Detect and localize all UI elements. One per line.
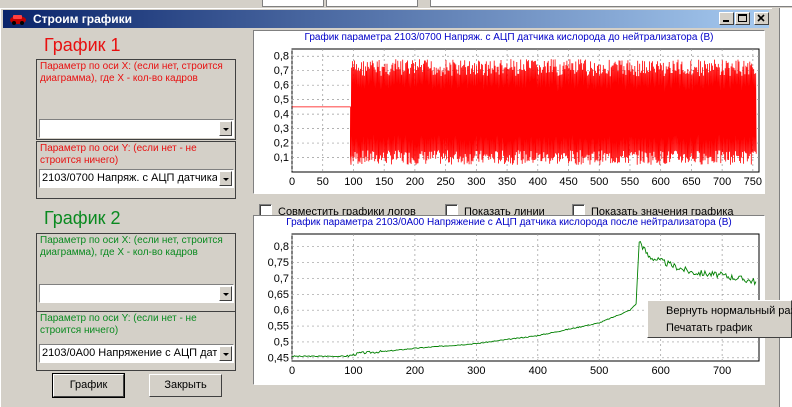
close-button[interactable]: Закрыть <box>149 374 222 397</box>
background-toolbar-strip <box>0 0 792 8</box>
x-tick-label: 700 <box>713 365 731 377</box>
background-scrollbar <box>773 8 780 407</box>
chart2-title: График параметра 2103/0A00 Напряжение с … <box>286 217 732 228</box>
build-graph-button[interactable]: График <box>52 373 125 398</box>
y-tick-label: 0,5 <box>274 336 289 348</box>
x-tick-label: 300 <box>467 176 485 188</box>
x-tick-label: 100 <box>344 176 362 188</box>
chevron-down-icon[interactable] <box>219 121 232 136</box>
y-tick-label: 0,45 <box>268 352 289 364</box>
chevron-down-icon[interactable] <box>219 286 232 301</box>
graph2-y-param-label: Параметр по оси Y: (если нет - не строит… <box>40 313 197 336</box>
app-car-icon <box>10 15 26 25</box>
x-tick-label: 200 <box>406 176 424 188</box>
graph1-y-param-value: 2103/0700 Напряж. с АЦП датчика <box>42 172 217 184</box>
y-tick-label: 0,6 <box>274 80 289 92</box>
menu-item-print-chart[interactable]: Печатать график <box>666 322 753 334</box>
menu-item-reset-zoom[interactable]: Вернуть нормальный раз <box>666 305 792 317</box>
x-tick-label: 0 <box>289 176 295 188</box>
x-tick-label: 500 <box>590 365 608 377</box>
y-tick-label: 0,8 <box>274 241 289 253</box>
chart1-title: График параметра 2103/0700 Напряж. с АЦП… <box>304 32 714 43</box>
y-tick-label: 0,7 <box>274 65 289 77</box>
x-tick-label: 450 <box>559 176 577 188</box>
x-tick-label: 100 <box>344 365 362 377</box>
x-tick-label: 600 <box>652 365 670 377</box>
chart2-panel[interactable]: График параметра 2103/0A00 Напряжение с … <box>253 215 765 385</box>
x-tick-label: 50 <box>317 176 329 188</box>
graph2-x-param-label: Параметр по оси X: (если нет, строится д… <box>40 235 223 258</box>
title-bar[interactable]: Строим графики <box>3 10 769 28</box>
x-tick-label: 400 <box>529 176 547 188</box>
x-tick-label: 500 <box>590 176 608 188</box>
close-window-button[interactable] <box>754 12 769 25</box>
plot-area <box>291 233 760 362</box>
chart2-series-line <box>291 240 757 358</box>
graph2-y-param-combo[interactable]: 2103/0A00 Напряжение с АЦП датчи <box>39 344 234 363</box>
x-tick-label: 400 <box>529 365 547 377</box>
y-tick-label: 0,8 <box>274 51 289 63</box>
graph1-heading: График 1 <box>44 35 121 55</box>
y-tick-label: 0,75 <box>268 257 289 269</box>
maximize-button[interactable] <box>735 12 750 25</box>
x-tick-label: 250 <box>436 176 454 188</box>
graph2-y-param-value: 2103/0A00 Напряжение с АЦП датчи <box>42 347 217 359</box>
chevron-down-icon[interactable] <box>219 171 232 186</box>
y-tick-label: 0,7 <box>274 273 289 285</box>
background-field <box>262 0 324 7</box>
y-tick-label: 0,55 <box>268 321 289 333</box>
x-tick-label: 150 <box>375 176 393 188</box>
y-tick-label: 0,4 <box>274 109 289 121</box>
y-tick-label: 0,3 <box>274 123 289 135</box>
background-window-edge <box>773 8 792 407</box>
y-tick-label: 0,1 <box>274 152 289 164</box>
chart1-series-line <box>292 59 757 165</box>
y-tick-label: 0,5 <box>274 94 289 106</box>
x-tick-label: 0 <box>289 365 295 377</box>
y-tick-label: 0,65 <box>268 289 289 301</box>
charts-dialog: Строим графики График 1 Параметр по оси … <box>0 8 772 407</box>
y-tick-label: 0,2 <box>274 138 289 150</box>
graph1-x-param-label: Параметр по оси X: (если нет, строится д… <box>40 61 223 84</box>
x-tick-label: 550 <box>621 176 639 188</box>
y-tick-label: 0,6 <box>274 305 289 317</box>
chevron-down-icon[interactable] <box>219 346 232 361</box>
graph1-x-param-combo[interactable] <box>39 119 234 138</box>
graph2-heading: График 2 <box>44 208 121 228</box>
x-tick-label: 700 <box>713 176 731 188</box>
x-tick-label: 350 <box>498 176 516 188</box>
x-tick-label: 200 <box>406 365 424 377</box>
graph1-y-param-combo[interactable]: 2103/0700 Напряж. с АЦП датчика <box>39 169 234 188</box>
close-icon <box>757 14 765 22</box>
graph1-y-param-label: Параметр по оси Y: (если нет - не строит… <box>40 143 197 166</box>
graph2-x-param-combo[interactable] <box>39 284 234 303</box>
background-field <box>326 0 418 7</box>
background-field <box>430 0 792 7</box>
chart2-svg: 0,45 0,5 0,55 0,6 0,65 0,7 0,75 0,8 0 100 200 300 40… <box>268 233 760 377</box>
x-tick-label: 750 <box>744 176 762 188</box>
maximize-icon <box>738 14 747 22</box>
chart-context-menu: Вернуть нормальный раз Печатать график <box>647 300 792 338</box>
chart1-svg: 0,1 0,2 0,3 0,4 0,5 0,6 0,7 0,8 0 50 100 150 200 250 3… <box>274 48 762 188</box>
chart1-panel[interactable]: График параметра 2103/0700 Напряж. с АЦП… <box>253 30 765 194</box>
x-tick-label: 300 <box>467 365 485 377</box>
x-tick-label: 650 <box>682 176 700 188</box>
minimize-icon <box>723 20 729 22</box>
minimize-button[interactable] <box>719 12 734 25</box>
x-tick-label: 600 <box>652 176 670 188</box>
window-title: Строим графики <box>33 12 133 26</box>
